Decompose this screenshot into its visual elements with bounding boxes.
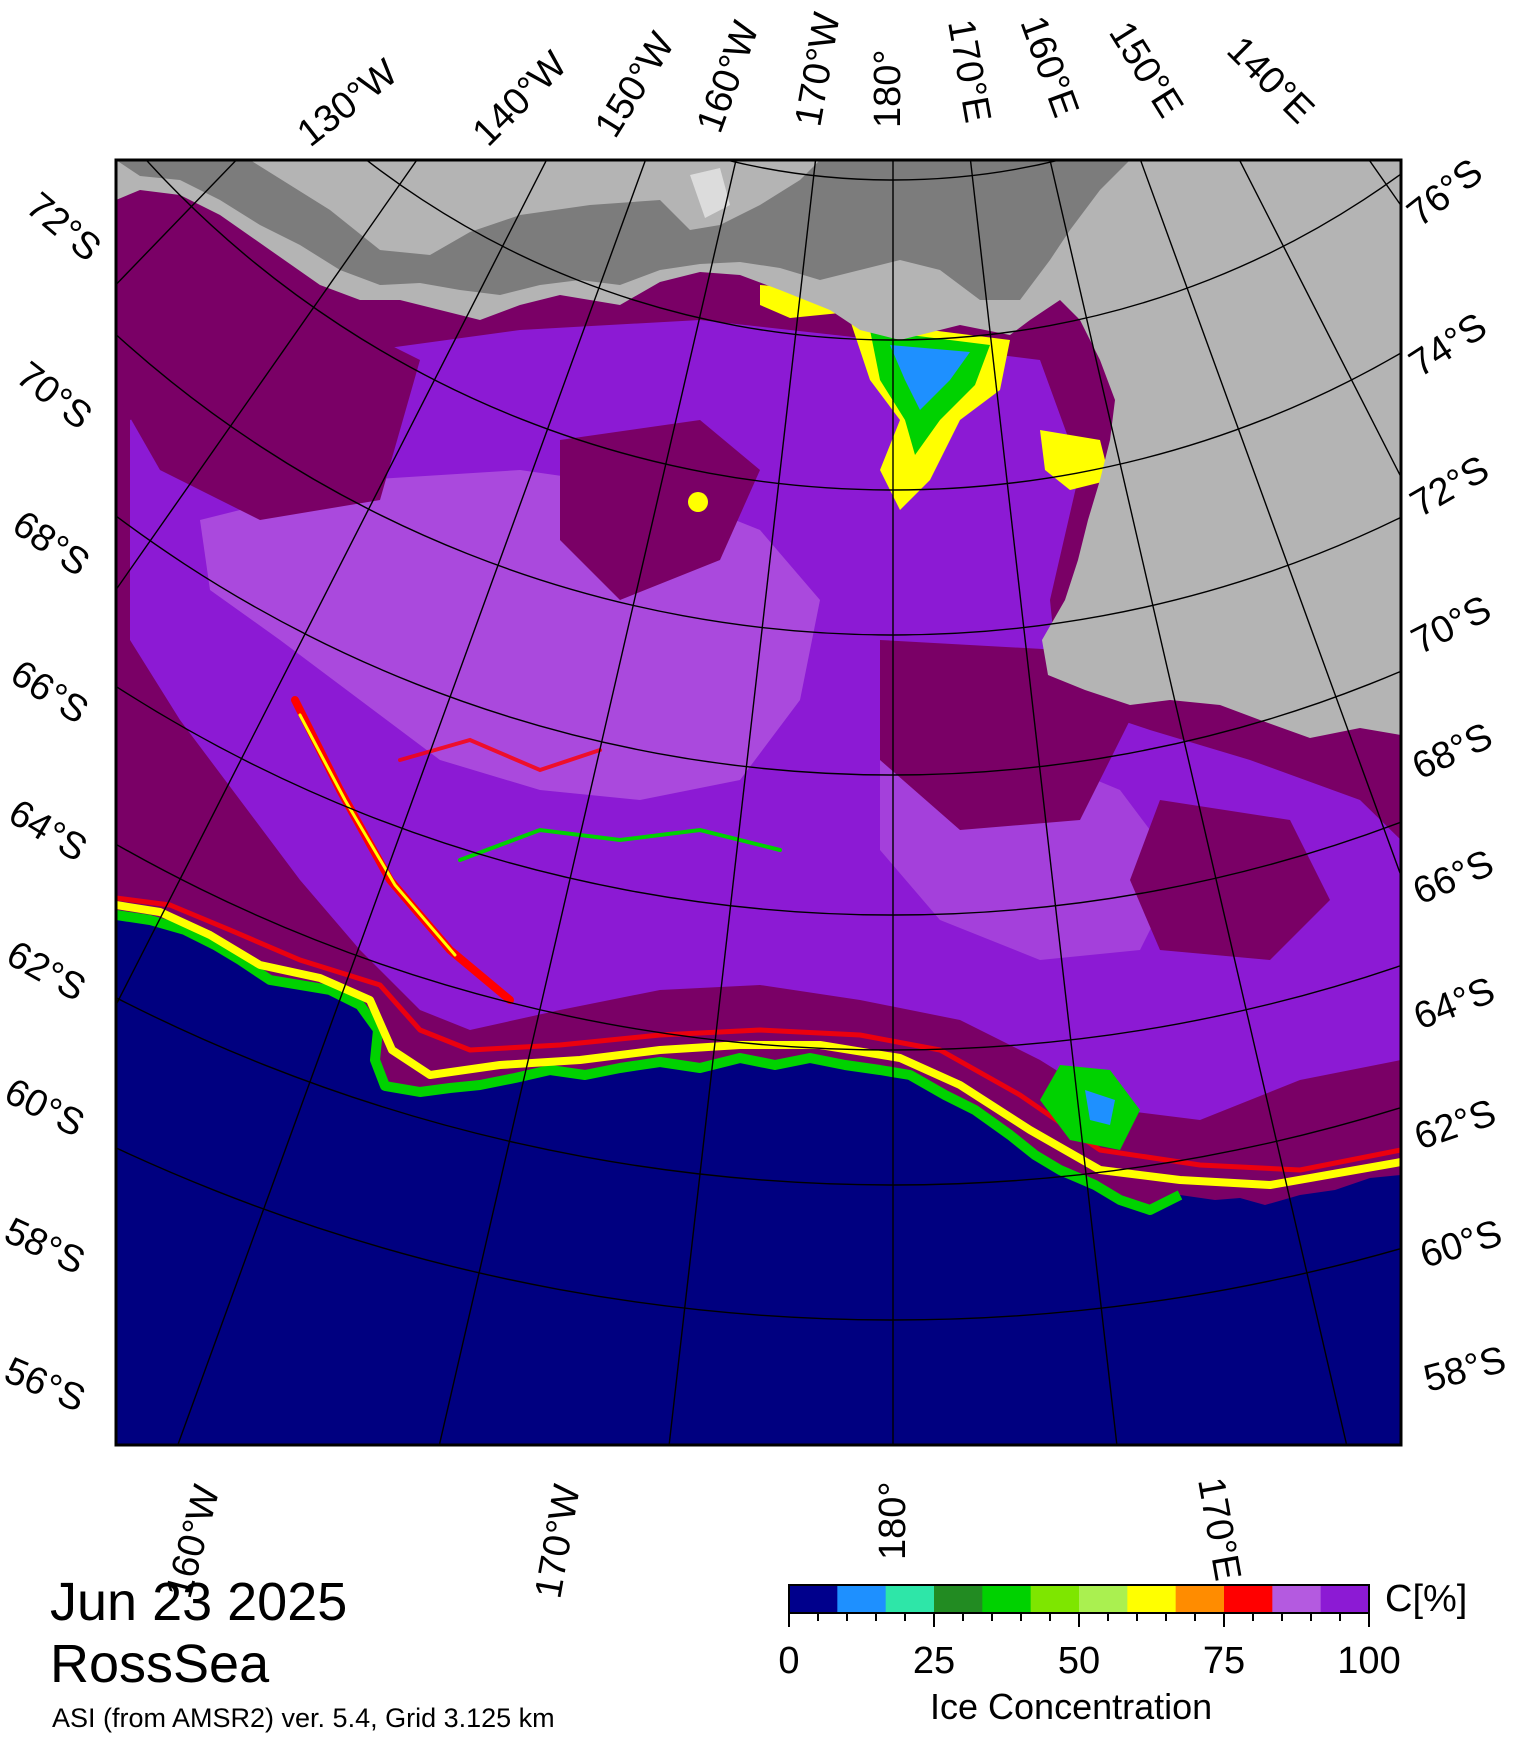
- colorbar-cell: [1320, 1585, 1370, 1613]
- colorbar-cell: [934, 1585, 983, 1613]
- lat-label: 62°S: [1409, 1092, 1501, 1159]
- ice-dense-patch: [120, 250, 420, 520]
- meridian-line: [438, 160, 737, 1445]
- lat-label: 70°S: [1405, 588, 1498, 663]
- colorbar-cell: [1272, 1585, 1322, 1613]
- marginal-ice-zone: [116, 895, 1401, 1173]
- lat-label: 68°S: [1406, 715, 1499, 788]
- lat-label: 60°S: [1415, 1212, 1506, 1276]
- meridian-line: [1139, 160, 1401, 878]
- meridian-line: [1238, 160, 1401, 479]
- lon-label: 170°W: [528, 1481, 589, 1601]
- map-frame: [114, 158, 1403, 1447]
- ice-lead: [458, 827, 782, 862]
- lat-label: 56°S: [0, 1350, 91, 1421]
- lat-label: 60°S: [0, 1071, 91, 1146]
- meridian-line: [116, 160, 548, 1007]
- marginal-ice-zone: [116, 901, 1401, 1189]
- ice-lead: [298, 713, 457, 957]
- lon-label: 140°W: [465, 44, 576, 155]
- ice-dense-patch: [1130, 800, 1330, 960]
- meridian-line: [969, 160, 1118, 1445]
- lat-label: 72°S: [1404, 448, 1497, 526]
- marginal-ice-zone: [116, 910, 1183, 1215]
- colorbar-cell: [982, 1585, 1032, 1613]
- colorbar-cell: [837, 1585, 887, 1613]
- colorbar-unit: C[%]: [1385, 1578, 1468, 1620]
- colorbar-tick-label: 25: [913, 1640, 955, 1682]
- lon-label: 160°E: [1012, 11, 1087, 123]
- colorbar-cell: [885, 1585, 935, 1613]
- meridian-line: [116, 160, 418, 591]
- colorbar-cell: [1127, 1585, 1177, 1613]
- small-polynya: [688, 492, 708, 512]
- lon-label: 150°E: [1100, 15, 1191, 125]
- lon-label: 170°E: [939, 16, 998, 126]
- lat-label: 74°S: [1402, 305, 1494, 385]
- ice-dense-patch: [560, 420, 760, 600]
- antarctica-land: [116, 160, 1401, 738]
- lon-label: 180°: [872, 1481, 914, 1560]
- lat-label: 58°S: [0, 1210, 91, 1283]
- colorbar-tick-label: 75: [1203, 1640, 1245, 1682]
- lat-label: 68°S: [5, 503, 97, 585]
- lat-label: 72°S: [18, 185, 108, 270]
- colorbar-tick-label: 50: [1058, 1640, 1100, 1682]
- land-highlight: [150, 160, 820, 255]
- lat-label: 70°S: [8, 354, 99, 438]
- colorbar: 0 25 50 75 100: [778, 1584, 1401, 1682]
- lon-label: 170°W: [788, 9, 849, 129]
- lon-label: 180°: [867, 49, 909, 128]
- lon-label: 140°E: [1219, 29, 1322, 132]
- colorbar-cell: [1079, 1585, 1128, 1613]
- region-label: RossSea: [50, 1634, 270, 1694]
- coastal-polynya: [890, 345, 970, 410]
- meridian-line: [668, 160, 817, 1445]
- colorbar-cell: [1224, 1585, 1273, 1613]
- lon-label: 160°W: [689, 16, 768, 138]
- date-label: Jun 23 2025: [50, 1572, 348, 1632]
- lon-label: 150°W: [587, 25, 683, 144]
- meridian-line: [1049, 160, 1348, 1445]
- land-highlight: [690, 168, 730, 218]
- marginal-ice-zone: [1085, 1090, 1115, 1125]
- colorbar-cell: [1175, 1585, 1225, 1613]
- meridian-line: [1368, 160, 1401, 207]
- colorbar-cell: [1030, 1585, 1080, 1613]
- meridian-line: [177, 160, 647, 1445]
- lat-label: 64°S: [1408, 970, 1500, 1039]
- lat-label: 62°S: [0, 933, 92, 1010]
- ice-lead: [398, 737, 602, 773]
- colorbar-title: Ice Concentration: [930, 1686, 1213, 1727]
- data-source-credit: ASI (from AMSR2) ver. 5.4, Grid 3.125 km: [52, 1703, 555, 1733]
- graticule: [116, 160, 1401, 1445]
- left-latitude-labels: 72°S 70°S 68°S 66°S 64°S 62°S 60°S 58°S …: [0, 185, 109, 1421]
- lon-label: 170°E: [1189, 1474, 1248, 1584]
- colorbar-tick-label: 100: [1337, 1640, 1400, 1682]
- lat-label: 66°S: [3, 652, 95, 732]
- right-latitude-labels: 76°S 74°S 72°S 70°S 68°S 66°S 64°S 62°S …: [1400, 151, 1511, 1401]
- lat-label: 66°S: [1407, 842, 1500, 913]
- colorbar-cell: [789, 1585, 838, 1613]
- lat-label: 76°S: [1400, 151, 1491, 235]
- ice-dense-patch: [880, 640, 1130, 830]
- lat-label: 64°S: [1, 792, 94, 871]
- top-longitude-labels: 130°W 140°W 150°W 160°W 170°W 180° 170°E…: [290, 9, 1322, 155]
- lon-label: 130°W: [290, 51, 406, 155]
- coastal-polynya: [1040, 430, 1110, 490]
- colorbar-tick-label: 0: [778, 1640, 799, 1682]
- lat-label: 58°S: [1419, 1339, 1510, 1401]
